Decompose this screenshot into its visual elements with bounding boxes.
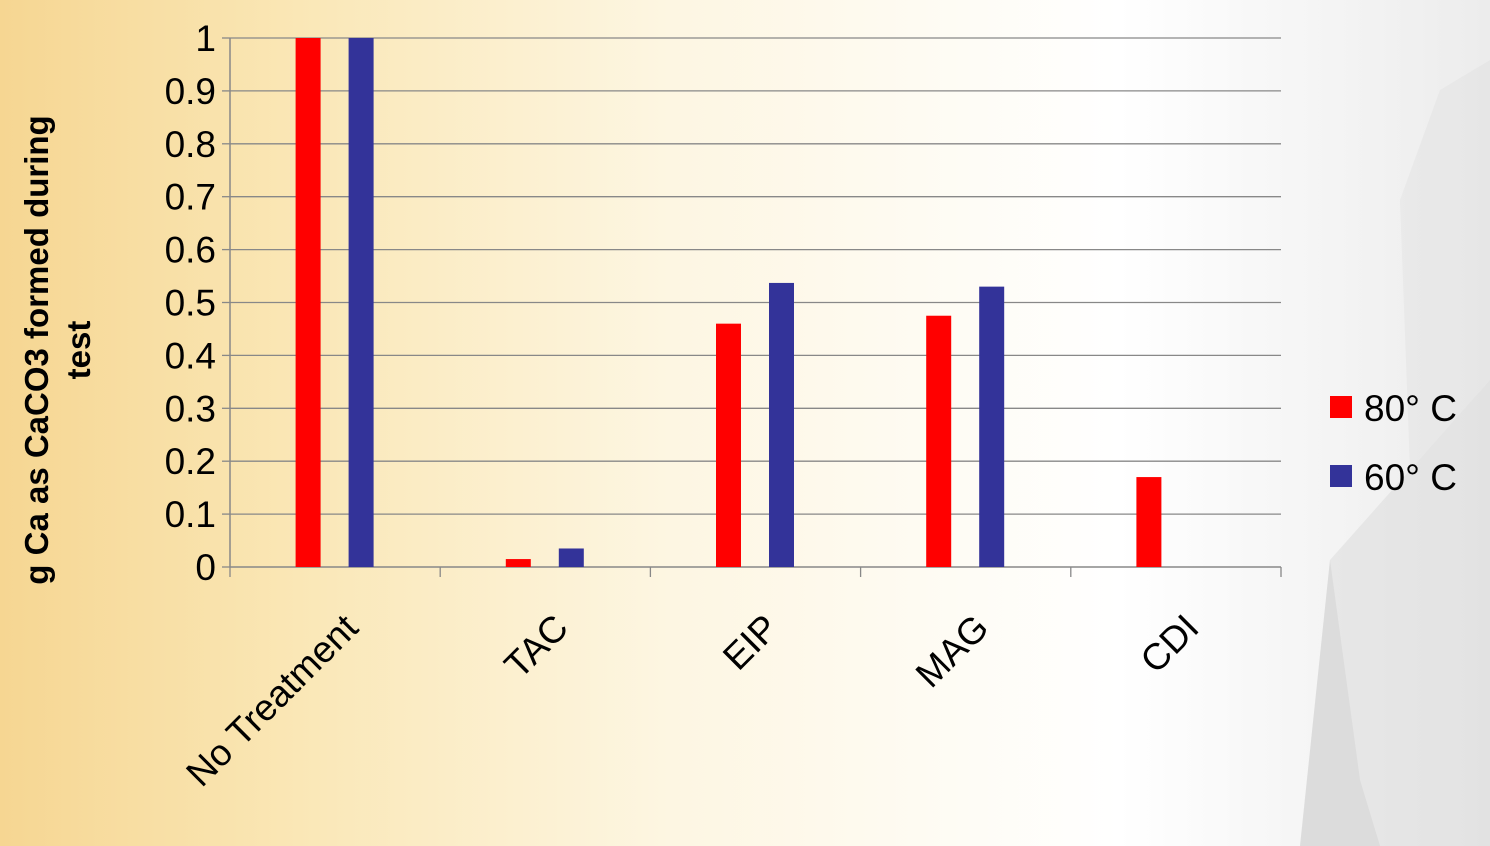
y-tick-label: 0.9 xyxy=(165,71,216,112)
bar-no-treatment-series-1 xyxy=(348,38,374,567)
bar-mag-series-0 xyxy=(926,315,952,567)
gridlines xyxy=(222,37,1281,568)
legend-swatch-80c xyxy=(1330,396,1352,418)
y-tick-label: 0.2 xyxy=(165,441,216,482)
y-axis-title-line-2: test xyxy=(60,321,97,380)
y-tick-label: 0.3 xyxy=(165,388,216,429)
legend: 80° C 60° C xyxy=(1330,388,1457,498)
y-tick-label: 1 xyxy=(195,18,216,59)
axes xyxy=(229,38,1281,568)
y-axis-title: g Ca as CaCO3 formed during test xyxy=(18,115,97,584)
legend-label-60c: 60° C xyxy=(1364,457,1457,498)
bar-tac-series-1 xyxy=(558,548,584,567)
legend-label-80c: 80° C xyxy=(1364,388,1457,429)
x-tick-label: No Treatment xyxy=(178,606,366,794)
bar-eip-series-0 xyxy=(716,323,741,567)
bar-no-treatment-series-0 xyxy=(295,38,321,567)
y-tick-label: 0.6 xyxy=(165,230,216,271)
y-tick-label: 0.4 xyxy=(165,335,216,376)
bars xyxy=(229,38,1282,577)
x-tick-label: EIP xyxy=(715,607,786,678)
bar-mag-series-1 xyxy=(979,286,1005,567)
y-tick-labels: 0 0.1 0.2 0.3 0.4 0.5 0.6 0.7 0.8 0.9 1 xyxy=(165,18,216,588)
x-tick-label: MAG xyxy=(908,607,997,696)
x-tick-labels: No Treatment TAC EIP MAG CDI xyxy=(178,606,1206,794)
y-tick-label: 0.5 xyxy=(165,283,216,324)
y-tick-label: 0 xyxy=(195,547,216,588)
y-tick-label: 0.8 xyxy=(165,124,216,165)
y-tick-label: 0.7 xyxy=(165,177,216,218)
x-tick-label: TAC xyxy=(497,607,576,686)
bar-tac-series-0 xyxy=(505,559,531,567)
legend-swatch-60c xyxy=(1330,465,1352,487)
bar-cdi-series-0 xyxy=(1136,477,1162,567)
x-tick-label: CDI xyxy=(1132,607,1206,681)
y-tick-label: 0.1 xyxy=(165,494,216,535)
y-axis-title-line-1: g Ca as CaCO3 formed during xyxy=(18,115,55,584)
bar-eip-series-1 xyxy=(769,282,794,567)
